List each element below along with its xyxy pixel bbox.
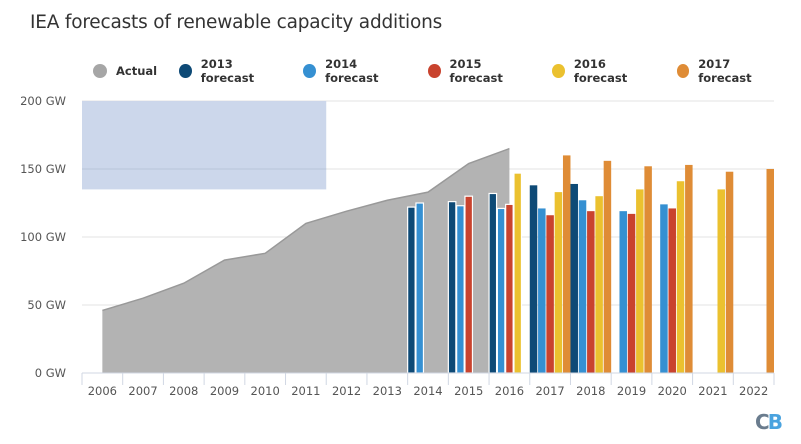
x-tick-label: 2017 (535, 384, 564, 398)
bar-2015-forecast-2020 (668, 208, 676, 373)
x-tick-label: 2014 (413, 384, 442, 398)
y-tick-label: 100 GW (20, 230, 66, 244)
bar-2016-forecast-2019 (636, 189, 644, 373)
x-tick-label: 2007 (128, 384, 157, 398)
bar-2013-forecast-2016 (488, 192, 498, 374)
y-tick-label: 50 GW (27, 298, 66, 312)
bar-2016-forecast-2017 (554, 192, 563, 373)
logo-letter-b: B (767, 410, 783, 434)
legend-item-2013-forecast: 2013 forecast (179, 57, 281, 85)
bar-2014-forecast-2015 (456, 205, 465, 374)
x-tick-label: 2008 (169, 384, 198, 398)
bar-2016-forecast-2018 (595, 196, 603, 373)
bar-2016-forecast-2020 (676, 181, 685, 373)
x-tick-label: 2012 (332, 384, 361, 398)
y-tick-label: 200 GW (20, 94, 66, 108)
bar-2014-forecast-2016 (496, 207, 506, 374)
bar-2015-forecast-2015 (464, 195, 474, 374)
legend-dot-icon (93, 64, 107, 78)
x-axis: 2006 2007 2008 2009 2010 2011 2012 2013 2014 2015… (81, 372, 775, 398)
legend-item-2014-forecast: 2014 forecast (303, 57, 405, 85)
x-tick-label: 2022 (739, 384, 768, 398)
logo-letter-c: C (755, 410, 770, 434)
legend-dot-icon (179, 64, 192, 78)
bar-2017-forecast-2017 (562, 155, 571, 373)
legend-label: 2014 forecast (325, 57, 379, 85)
bar-2015-forecast-2016 (505, 203, 514, 374)
bar-2014-forecast-2020 (660, 204, 668, 373)
bar-2013-forecast-2015 (447, 201, 457, 374)
bar-2015-forecast-2017 (546, 215, 554, 373)
bar-2017-forecast-2019 (644, 166, 652, 373)
bar-2017-forecast-2018 (603, 160, 612, 373)
y-tick-label: 0 GW (35, 366, 66, 380)
legend-item-2015-forecast: 2015 forecast (427, 57, 530, 85)
bar-2016-forecast-2021 (717, 189, 725, 373)
bar-2014-forecast-2018 (578, 200, 587, 373)
actual-line (102, 147, 510, 312)
carbon-brief-logo: CB (755, 410, 783, 434)
legend-item-2016-forecast: 2016 forecast (552, 57, 654, 85)
x-tick-label: 2018 (576, 384, 605, 398)
legend-label: 2016 forecast (573, 57, 628, 85)
bar-2013-forecast-2017 (529, 185, 538, 373)
legend-dot-icon (303, 64, 317, 78)
y-axis: 0 GW 50 GW 100 GW 150 GW 200 GW (20, 94, 66, 380)
legend-label: 2017 forecast (698, 57, 752, 85)
bar-2017-forecast-2020 (685, 164, 693, 373)
legend-item-2017-forecast: 2017 forecast (676, 57, 779, 85)
bar-2015-forecast-2018 (587, 211, 595, 373)
x-tick-label: 2011 (291, 384, 320, 398)
y-tick-label: 150 GW (20, 162, 66, 176)
bar-2015-forecast-2019 (627, 213, 636, 373)
x-tick-label: 2006 (88, 384, 117, 398)
legend-item-actual: Actual (93, 64, 157, 78)
highlight-box (82, 101, 327, 190)
annotation-layer (82, 101, 327, 190)
legend: Actual 2013 forecast 2014 forecast 2015 … (93, 57, 801, 85)
x-tick-label: 2020 (658, 384, 687, 398)
x-tick-label: 2019 (617, 384, 646, 398)
x-tick-label: 2016 (495, 384, 524, 398)
chart-title: IEA forecasts of renewable capacity addi… (30, 12, 443, 33)
legend-dot-icon (676, 64, 690, 78)
bar-2014-forecast-2019 (619, 211, 627, 373)
bar-2013-forecast-2014 (407, 206, 416, 374)
x-tick-label: 2021 (698, 384, 727, 398)
x-tick-label: 2013 (373, 384, 402, 398)
bar-2013-forecast-2018 (570, 183, 578, 373)
legend-dot-icon (552, 64, 565, 78)
bar-2017-forecast-2021 (725, 171, 734, 373)
bar-2016-forecast-2016 (513, 172, 523, 374)
x-tick-label: 2009 (210, 384, 239, 398)
bar-2014-forecast-2014 (415, 202, 425, 374)
bar-2017-forecast-2022 (766, 169, 774, 373)
legend-label: 2013 forecast (200, 57, 255, 85)
bar-2014-forecast-2017 (538, 208, 546, 373)
legend-label: 2015 forecast (449, 57, 503, 85)
x-tick-label: 2010 (251, 384, 280, 398)
legend-label: Actual (116, 64, 158, 78)
x-tick-label: 2015 (454, 384, 483, 398)
legend-dot-icon (427, 64, 441, 78)
